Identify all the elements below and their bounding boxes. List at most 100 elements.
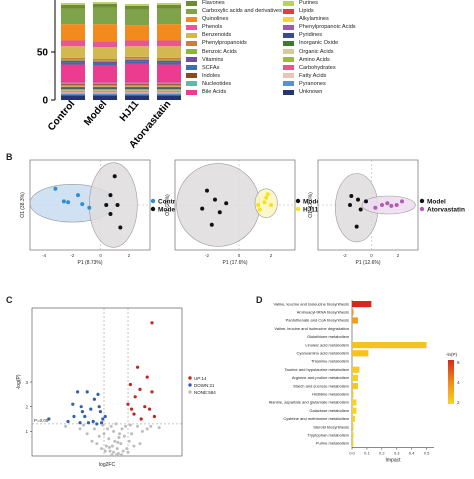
legend-label: Alkylamines <box>299 16 329 23</box>
a-bar-segment <box>125 4 149 6</box>
pathway-label: Arginine and proline metabolism <box>292 375 350 380</box>
pathway-label: Purine metabolism <box>316 441 350 446</box>
score-point <box>108 193 113 198</box>
pathway-label: Valine, leucine and isoleucine biosynthe… <box>273 301 349 306</box>
pathway-bar <box>352 374 358 381</box>
legend-item: Bile Acids <box>186 88 282 96</box>
legend-swatch <box>186 65 197 71</box>
score-point <box>380 203 384 207</box>
volcano-point-none <box>115 453 119 457</box>
a-bar-segment <box>125 63 149 83</box>
pathway-label: Glutathione metabolism <box>307 334 350 339</box>
volcano-y-tick-label: 3 <box>25 380 28 385</box>
legend-swatch <box>186 16 197 22</box>
volcano-point-none <box>110 453 114 457</box>
d-x-tick-label: 0.5 <box>424 451 430 456</box>
legend-swatch <box>283 73 294 79</box>
score-point <box>389 203 394 208</box>
legend-label: Benzoic Acids <box>202 48 237 55</box>
legend-a-col1: Flavones Carboxylic acids and derivatives… <box>186 0 282 96</box>
legend-label: Model <box>303 199 322 206</box>
score-point <box>373 205 378 210</box>
x-tick-label: 0 <box>99 253 102 258</box>
d-x-tick-label: 0.0 <box>349 451 355 456</box>
a-bar-segment <box>61 90 85 92</box>
volcano-point-up <box>126 402 130 406</box>
volcano-point-down <box>86 421 90 425</box>
a-bar-segment <box>61 40 85 47</box>
a-bar-segment <box>61 8 85 25</box>
volcano-point-none <box>90 439 94 443</box>
score-point <box>53 186 58 191</box>
legend-item: Quinolines <box>186 15 282 23</box>
a-category-label: Control <box>46 99 77 133</box>
pathway-bar <box>352 424 354 431</box>
volcano-frame <box>31 307 183 457</box>
a-bar-segment <box>125 58 149 60</box>
legend-label: Nucleotides <box>202 80 232 87</box>
score-point <box>112 174 117 179</box>
score-point <box>400 199 404 204</box>
volcano-point-none <box>122 434 126 438</box>
a-bar-segment <box>157 93 181 96</box>
a-bar-segment <box>157 95 181 100</box>
legend-swatch <box>283 0 294 6</box>
legend-swatch <box>186 49 197 55</box>
volcano-point-none <box>114 422 118 426</box>
pathway-label: Tryptophan metabolism <box>307 433 349 438</box>
volcano-legend-marker <box>188 390 192 394</box>
a-bar-segment <box>93 58 117 61</box>
volcano-point-none <box>120 427 124 431</box>
volcano-point-none <box>117 436 121 439</box>
volcano-point-down <box>78 421 82 425</box>
score-plot-b3: -2 0 2 P1 (12.6%) O1 (17.6%) ModelAtorvastati… <box>308 159 465 266</box>
volcano-legend-label: DOWN:21 <box>194 383 215 388</box>
score-point <box>200 206 205 211</box>
y-axis-label: O1 (38.3%) <box>20 192 26 218</box>
legend-swatch <box>283 24 294 30</box>
score-point <box>364 199 368 204</box>
a-bar-segment <box>61 46 85 58</box>
legend-item: Carboxylic acids and derivatives <box>186 7 282 15</box>
a-bar-segment <box>125 93 149 96</box>
pathway-bar <box>352 407 357 414</box>
pathway-bar <box>352 309 354 316</box>
legend-item: Benzoic Acids <box>186 48 282 56</box>
d-x-tick-label: 0.4 <box>409 451 415 456</box>
a-bar-segment <box>157 92 181 94</box>
a-bar-segment <box>61 85 85 87</box>
score-point <box>265 192 270 197</box>
a-bar-segment <box>93 61 117 64</box>
legend-swatch <box>186 0 197 6</box>
legend-item: Organic Acids <box>283 48 356 56</box>
a-bar-segment <box>61 82 85 84</box>
volcano-point-down <box>92 397 96 401</box>
legend-item: Alkylamines <box>283 15 356 23</box>
legend-label: Phenylpropanoic Acids <box>299 24 356 31</box>
legend-swatch <box>283 89 294 95</box>
a-bar-segment <box>125 95 149 100</box>
legend-label: Fatty Acids <box>299 72 327 79</box>
a-bar-segment <box>61 57 85 60</box>
legend-a-col2: Purines Lipids Alkylamines Phenylpropanoic … <box>283 0 356 96</box>
a-bar-segment <box>93 63 117 66</box>
volcano-point-none <box>138 442 142 446</box>
legend-item: Fatty Acids <box>283 72 356 80</box>
a-bar-segment <box>93 87 117 89</box>
score-point <box>118 225 123 230</box>
a-bar-segment <box>125 86 149 88</box>
volcano-point-none <box>130 432 134 436</box>
volcano-point-up <box>150 321 154 325</box>
a-y-tick-label: 50 <box>37 48 49 59</box>
a-bar-segment <box>125 59 149 62</box>
x-axis-label: P1 (12.6%) <box>355 260 380 266</box>
score-point <box>80 202 85 207</box>
volcano-point-down <box>79 405 83 409</box>
legend-label: Model <box>427 199 446 206</box>
volcano-point-none <box>119 442 123 446</box>
score-point <box>209 222 214 227</box>
a-bar-segment <box>93 60 117 62</box>
a-bar-segment <box>61 4 85 9</box>
volcano-point-down <box>100 421 104 425</box>
a-bar-segment <box>61 83 85 85</box>
